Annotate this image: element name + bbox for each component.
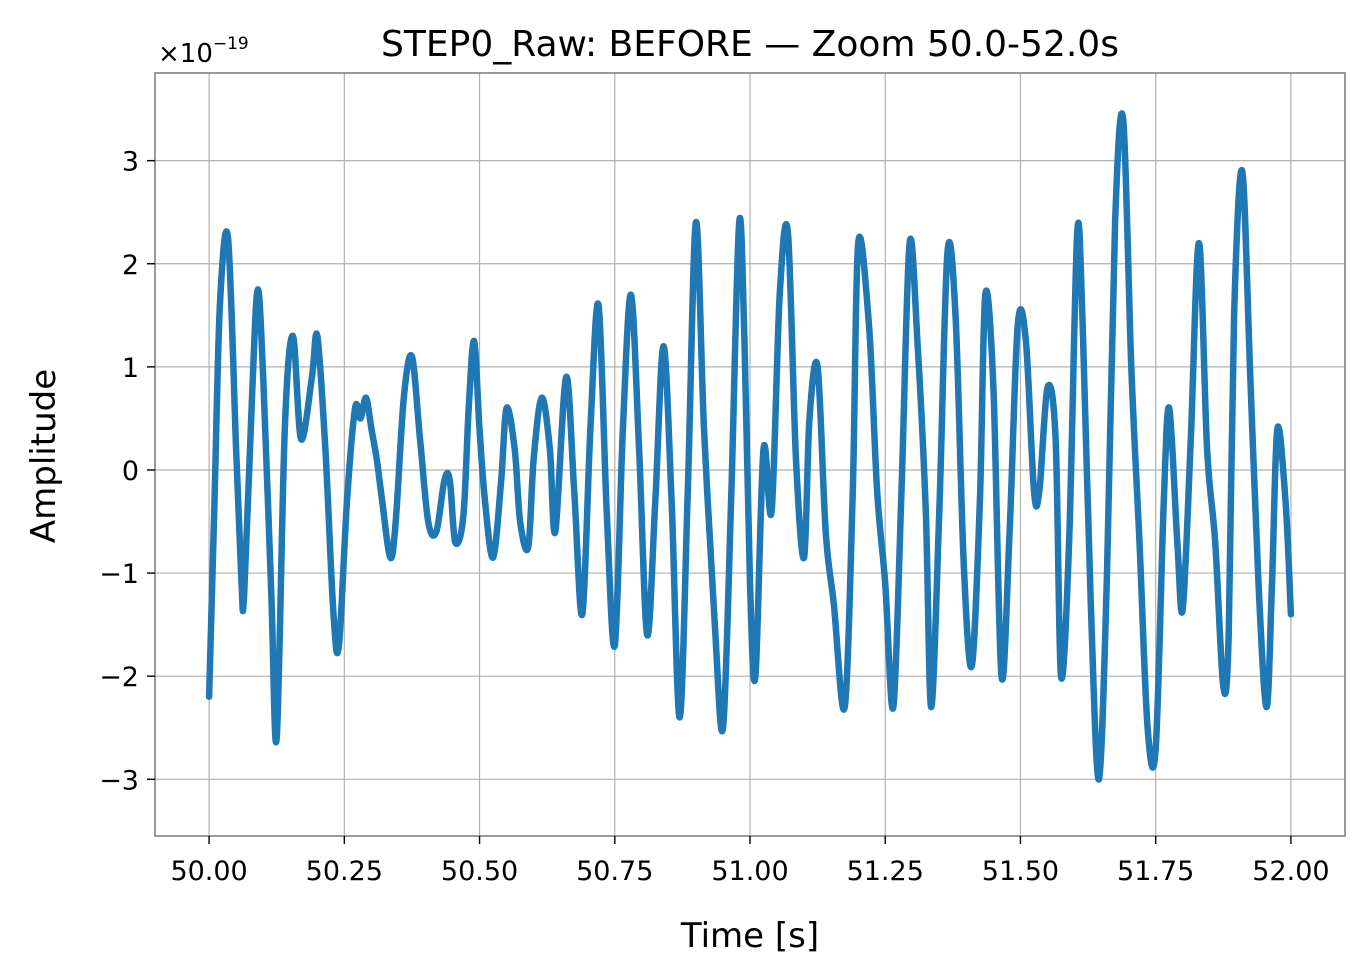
x-tick-label: 51.50	[982, 856, 1059, 887]
y-tick-label: 2	[122, 250, 139, 281]
x-tick-label: 51.25	[847, 856, 924, 887]
x-tick-label: 50.75	[576, 856, 653, 887]
y-tick-label: 1	[122, 353, 139, 384]
y-tick-label: 3	[122, 147, 139, 178]
offset-label: ×10−19	[158, 34, 249, 69]
y-tick-label: −3	[99, 765, 139, 796]
y-axis: −3 −2 −1 0 1 2 3	[99, 147, 155, 796]
x-tick-label: 50.25	[306, 856, 383, 887]
x-tick-label: 51.75	[1117, 856, 1194, 887]
y-tick-label: −2	[99, 662, 139, 693]
series-line-strain	[205, 110, 1295, 783]
x-tick-label: 52.00	[1252, 856, 1329, 887]
series-layer	[205, 110, 1295, 783]
x-tick-label: 50.50	[441, 856, 518, 887]
y-axis-label: Amplitude	[24, 369, 64, 543]
offset-exponent: −19	[213, 34, 249, 54]
y-tick-label: −1	[99, 559, 139, 590]
offset-base: ×10	[158, 39, 213, 69]
x-axis-label: Time [s]	[680, 916, 819, 956]
chart-title: STEP0_Raw: BEFORE — Zoom 50.0-52.0s	[381, 24, 1119, 65]
x-tick-label: 50.00	[170, 856, 247, 887]
y-tick-label: 0	[122, 456, 139, 487]
x-tick-label: 51.00	[711, 856, 788, 887]
x-axis: 50.00 50.25 50.50 50.75 51.00 51.25 51.50 51.75…	[170, 836, 1330, 887]
